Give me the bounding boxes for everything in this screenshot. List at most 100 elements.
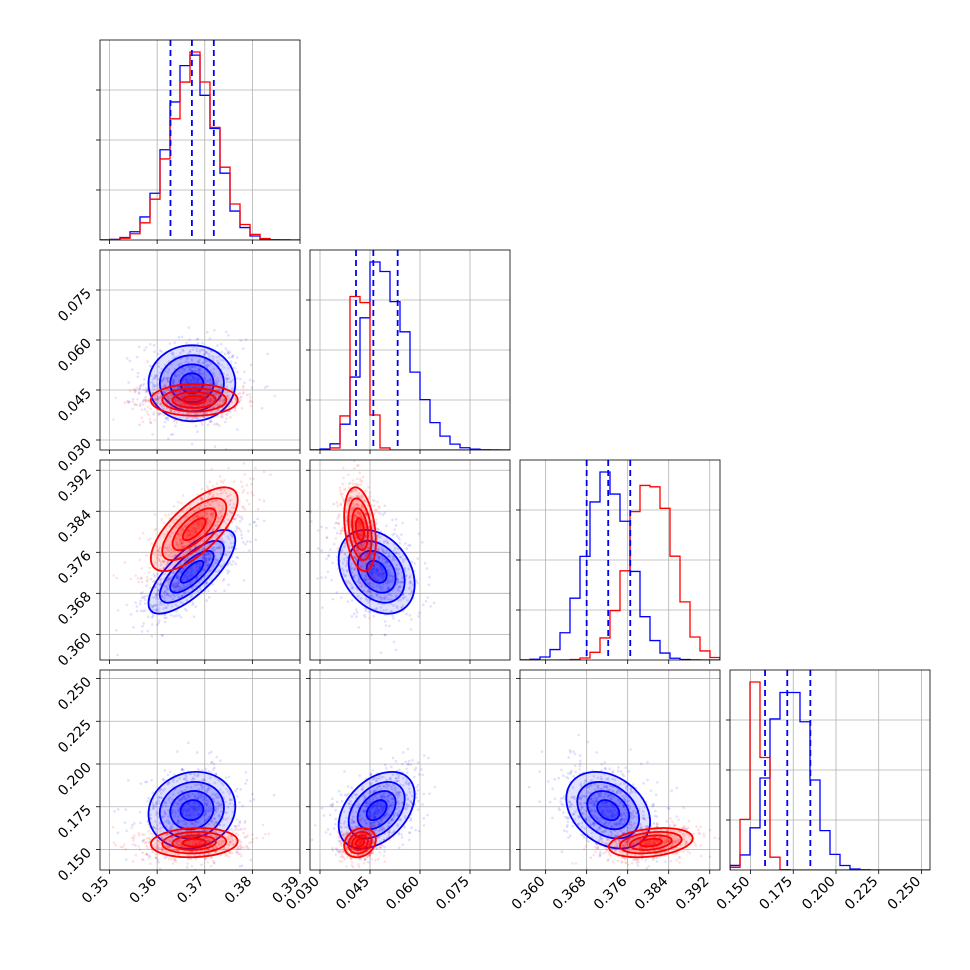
sample-point (181, 567, 185, 571)
sample-point (195, 576, 198, 580)
sample-point (376, 569, 380, 573)
sample-point (372, 596, 376, 599)
sample-point (185, 865, 189, 869)
sample-point (116, 608, 120, 612)
sample-point (408, 614, 412, 617)
sample-point (189, 542, 192, 545)
sample-point (228, 510, 232, 513)
sample-point (202, 568, 205, 571)
sample-point (138, 386, 142, 390)
sample-point (393, 558, 396, 562)
sample-point (146, 594, 149, 598)
sample-point (399, 581, 403, 584)
sample-point (359, 553, 362, 557)
sample-point (234, 529, 238, 533)
sample-point (228, 509, 231, 513)
sample-point (141, 624, 144, 628)
sample-point (214, 392, 218, 396)
sample-point (173, 356, 177, 359)
sample-point (357, 521, 360, 525)
sample-point (230, 545, 234, 549)
sample-point (217, 517, 221, 520)
sample-point (376, 583, 380, 586)
sample-point (186, 398, 189, 401)
sample-point (133, 822, 136, 825)
sample-point (360, 543, 363, 546)
sample-point (116, 831, 120, 835)
sample-point (163, 559, 166, 563)
sample-point (152, 413, 155, 416)
sample-point (361, 496, 364, 499)
sample-point (170, 393, 174, 396)
sample-point (178, 398, 181, 401)
sample-point (146, 615, 150, 619)
sample-point (171, 416, 175, 420)
sample-point (154, 856, 158, 860)
sample-point (347, 499, 351, 503)
sample-point (214, 499, 217, 503)
density-fill-blue (338, 529, 415, 614)
sample-point (212, 423, 216, 426)
sample-point (125, 858, 128, 861)
sample-point (195, 508, 199, 512)
sample-point (218, 399, 221, 403)
sample-point (198, 520, 201, 523)
sample-point (225, 377, 229, 380)
sample-point (151, 850, 154, 854)
sample-point (397, 589, 401, 592)
sample-point (214, 524, 218, 527)
sample-point (189, 582, 193, 585)
sample-point (142, 388, 146, 391)
sample-point (176, 583, 180, 586)
sample-point (219, 396, 222, 400)
sample-point (212, 820, 215, 823)
sample-point (189, 542, 193, 545)
sample-point (346, 501, 350, 505)
sample-point (355, 502, 359, 506)
sample-point (198, 566, 202, 569)
sample-point (199, 372, 202, 376)
sample-point (182, 583, 185, 587)
sample-point (181, 550, 184, 554)
sample-point (189, 368, 192, 371)
sample-point (180, 541, 184, 545)
sample-point (204, 350, 208, 354)
sample-point (369, 590, 373, 594)
sample-point (359, 479, 362, 483)
sample-point (159, 402, 162, 405)
sample-point (165, 587, 169, 591)
sample-point (350, 586, 354, 589)
sample-point (215, 402, 218, 406)
sample-point (243, 473, 246, 476)
sample-point (158, 546, 162, 549)
sample-point (126, 779, 130, 782)
sample-point (232, 480, 236, 483)
sample-point (250, 386, 254, 389)
sample-point (348, 499, 351, 503)
sample-point (348, 481, 352, 485)
sample-point (239, 840, 243, 844)
sample-point (355, 548, 359, 551)
sample-point (192, 397, 196, 401)
sample-point (357, 464, 360, 467)
sample-point (353, 514, 357, 517)
sample-point (152, 573, 156, 576)
sample-point (404, 557, 408, 561)
sample-point (154, 595, 157, 599)
contour-red (171, 507, 217, 552)
sample-point (403, 568, 407, 572)
sample-point (197, 527, 201, 531)
sample-point (205, 517, 209, 520)
sample-point (263, 386, 267, 389)
sample-point (360, 585, 364, 589)
sample-point (131, 860, 135, 863)
sample-point (391, 614, 395, 618)
sample-point (234, 367, 238, 370)
sample-point (370, 567, 374, 571)
sample-point (363, 490, 367, 494)
sample-point (127, 381, 130, 384)
sample-point (186, 572, 189, 575)
sample-point (372, 614, 376, 618)
sample-point (226, 394, 229, 398)
sample-point (186, 404, 189, 408)
